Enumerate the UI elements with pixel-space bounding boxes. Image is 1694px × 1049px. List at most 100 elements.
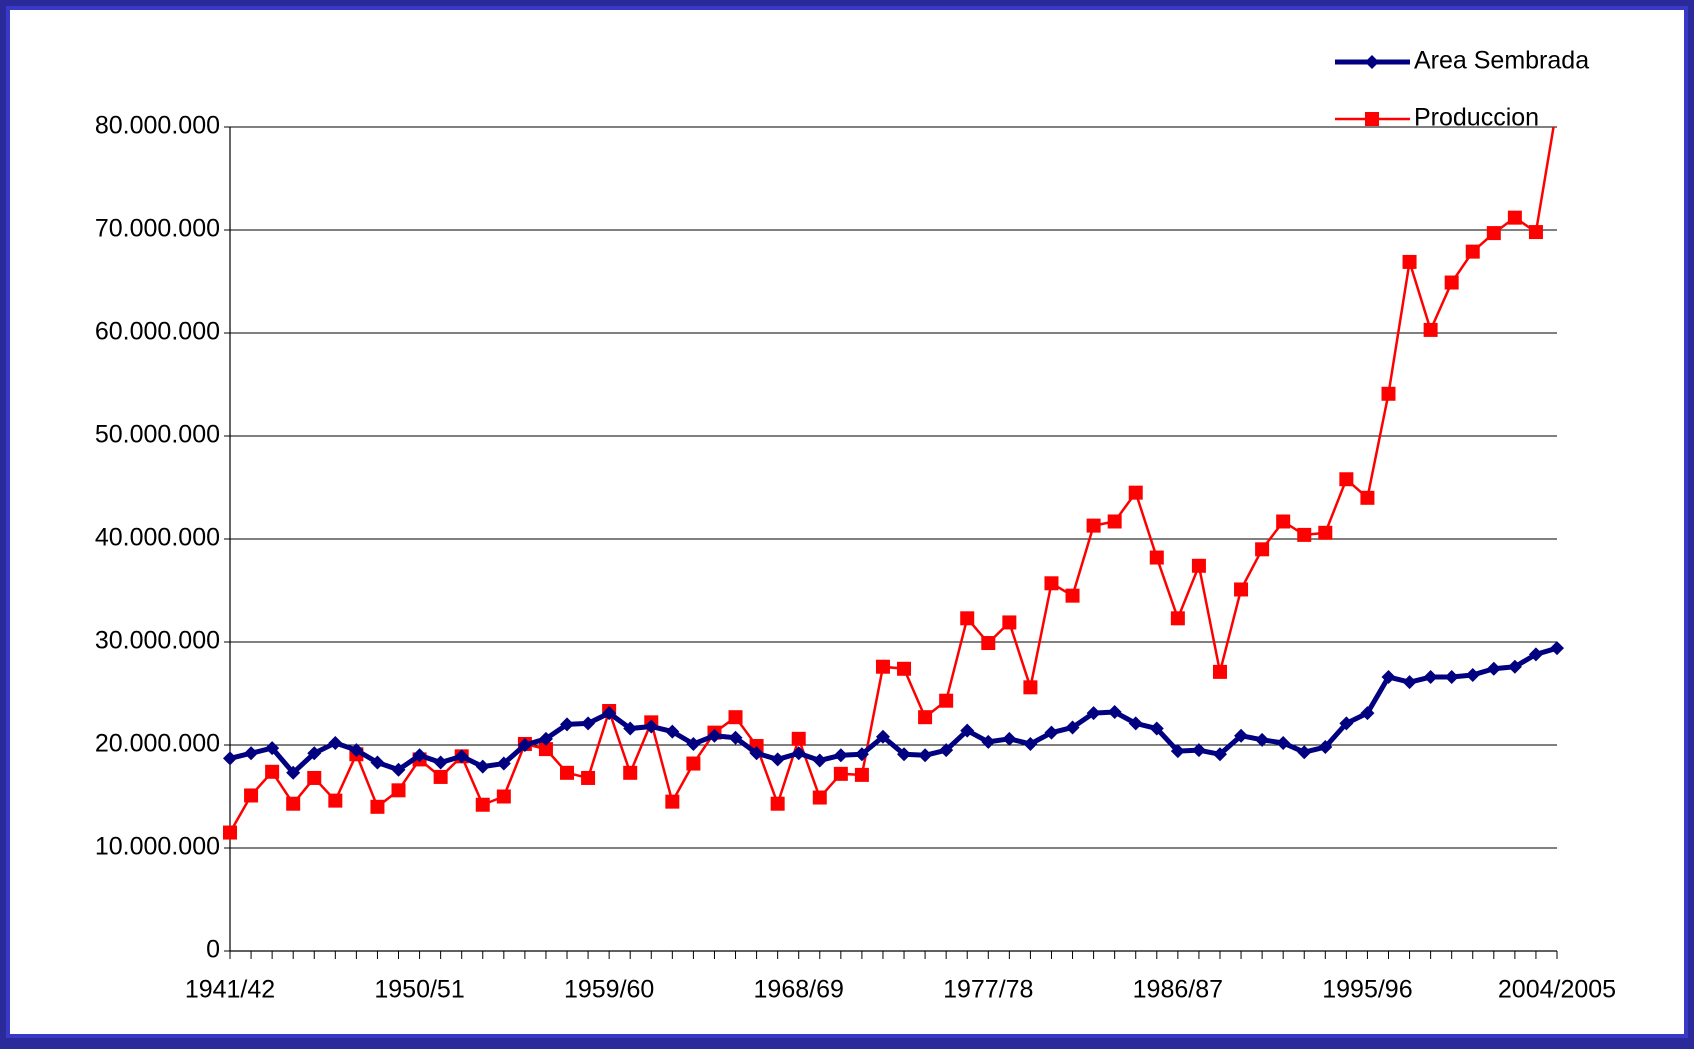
data-point <box>454 749 469 764</box>
data-point <box>875 659 890 674</box>
data-point <box>560 765 575 780</box>
data-point <box>1381 670 1396 685</box>
data-point <box>1107 705 1122 720</box>
data-point <box>1128 485 1143 500</box>
data-point <box>1402 675 1417 690</box>
series-line <box>228 127 1555 834</box>
data-point <box>918 710 933 725</box>
data-point <box>328 793 343 808</box>
data-point <box>1191 743 1206 758</box>
data-point <box>1149 550 1164 565</box>
data-point <box>1086 706 1101 721</box>
data-point <box>749 746 764 761</box>
y-tick-label: 40.000.000 <box>95 524 220 552</box>
data-point <box>475 797 490 812</box>
data-point <box>475 759 490 774</box>
data-point <box>223 751 237 766</box>
data-point <box>244 788 259 803</box>
data-point <box>981 734 996 749</box>
data-point <box>1002 615 1017 630</box>
x-tick-label: 1968/69 <box>754 976 844 1004</box>
data-point <box>686 756 701 771</box>
data-point <box>939 743 954 758</box>
data-point <box>1423 322 1438 337</box>
data-point <box>581 770 596 785</box>
data-point <box>686 736 701 751</box>
data-point <box>665 724 680 739</box>
data-point <box>1486 226 1501 241</box>
x-tick-label: 2004/2005 <box>1498 976 1616 1004</box>
data-point <box>770 752 785 767</box>
x-tick-label: 1959/60 <box>564 976 654 1004</box>
y-tick-label: 0 <box>206 936 220 964</box>
series-line <box>229 645 1558 776</box>
y-tick-label: 30.000.000 <box>95 627 220 655</box>
data-point <box>918 748 933 763</box>
data-point <box>370 799 385 814</box>
data-point <box>1107 514 1122 529</box>
data-point <box>581 716 596 731</box>
plot-layer <box>223 127 1564 840</box>
data-point <box>496 789 511 804</box>
data-point <box>623 721 638 736</box>
data-point <box>1023 736 1038 751</box>
data-point <box>833 748 848 763</box>
data-point <box>1212 664 1227 679</box>
legend-marker <box>1365 55 1379 69</box>
data-point <box>665 794 680 809</box>
data-point <box>1086 518 1101 533</box>
legend-label: Area Sembrada <box>1414 47 1589 75</box>
chart-area <box>10 10 1684 1034</box>
data-point <box>286 796 301 811</box>
x-tick-label: 1995/96 <box>1322 976 1412 1004</box>
data-point <box>1402 254 1417 269</box>
data-point <box>1465 244 1480 259</box>
data-point <box>1465 667 1480 682</box>
data-point <box>854 767 869 782</box>
data-point <box>623 765 638 780</box>
data-point <box>1128 716 1143 731</box>
data-point <box>1339 716 1354 731</box>
data-point <box>1044 576 1059 591</box>
data-point <box>1276 735 1291 750</box>
data-point <box>1065 588 1080 603</box>
data-point <box>728 710 743 725</box>
data-point <box>875 729 890 744</box>
data-point <box>1423 670 1438 685</box>
y-tick-label: 10.000.000 <box>95 833 220 861</box>
data-point <box>1528 225 1543 240</box>
data-point <box>1065 720 1080 735</box>
data-point <box>1170 611 1185 626</box>
data-point <box>1297 745 1312 760</box>
x-tick-label: 1986/87 <box>1133 976 1223 1004</box>
data-point <box>349 743 364 758</box>
data-point <box>1044 725 1059 740</box>
x-tick-label: 1950/51 <box>374 976 464 1004</box>
data-point <box>328 735 343 750</box>
y-tick-label: 60.000.000 <box>95 318 220 346</box>
data-point <box>370 755 385 770</box>
data-point <box>602 706 617 721</box>
data-point <box>223 825 237 840</box>
data-point <box>391 762 406 777</box>
data-point <box>854 747 869 762</box>
data-point <box>1276 514 1291 529</box>
data-point <box>1339 472 1354 487</box>
legend-label: Produccion <box>1414 104 1539 132</box>
data-point <box>644 719 659 734</box>
data-point <box>1318 525 1333 540</box>
data-point <box>1002 731 1017 746</box>
data-point <box>833 766 848 781</box>
data-point <box>1528 647 1543 662</box>
data-point <box>1234 728 1249 743</box>
data-point <box>1297 527 1312 542</box>
data-point <box>1486 661 1501 676</box>
data-point <box>1255 732 1270 747</box>
data-point <box>538 742 553 757</box>
data-point <box>1191 558 1206 573</box>
y-tick-label: 20.000.000 <box>95 730 220 758</box>
data-point <box>1212 747 1227 762</box>
y-tick-label: 70.000.000 <box>95 215 220 243</box>
